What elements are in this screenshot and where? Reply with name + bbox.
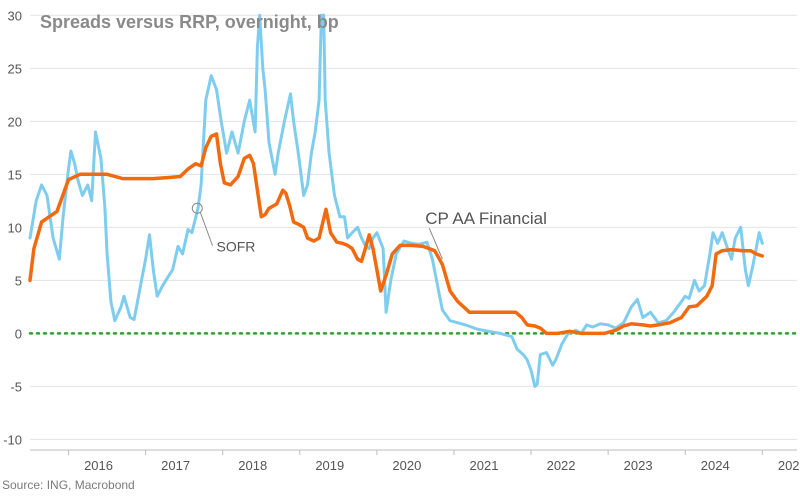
y-tick-label: 0: [15, 326, 22, 341]
x-tick-label: 2022: [547, 458, 576, 473]
x-tick-label: 2021: [470, 458, 499, 473]
chart-title: Spreads versus RRP, overnight, bp: [40, 12, 339, 32]
y-tick-label: 25: [8, 61, 22, 76]
x-tick-label: 2018: [238, 458, 267, 473]
x-tick-label: 2016: [84, 458, 113, 473]
y-axis-ticks: -10 -5 0 5 10 15 20 25 30: [3, 8, 22, 447]
y-tick-label: -10: [3, 432, 22, 447]
x-tick-label: 2020: [392, 458, 421, 473]
x-tick-label: 2019: [315, 458, 344, 473]
y-tick-label: 20: [8, 114, 22, 129]
cp-leader: [428, 227, 443, 260]
y-tick-label: 15: [8, 167, 22, 182]
x-tick-label: 2017: [161, 458, 190, 473]
source-note: Source: ING, Macrobond: [2, 478, 135, 492]
gridlines: [30, 14, 797, 440]
y-tick-label: -5: [10, 379, 22, 394]
series-line-sofr: [28, 13, 764, 388]
annotations: SOFR CP AA Financial: [191, 202, 547, 260]
sofr-marker: [191, 202, 203, 214]
series-lines: [28, 13, 765, 388]
x-tick-label: 2023: [624, 458, 653, 473]
y-tick-label: 5: [15, 273, 22, 288]
y-tick-label: 10: [8, 220, 22, 235]
sofr-leader: [199, 212, 214, 246]
y-tick-label: 30: [8, 8, 22, 23]
series-line-cp-aa-financial: [28, 132, 765, 336]
cp-label: CP AA Financial: [425, 209, 547, 228]
x-tick-label: 2024: [701, 458, 730, 473]
sofr-label: SOFR: [217, 239, 256, 255]
